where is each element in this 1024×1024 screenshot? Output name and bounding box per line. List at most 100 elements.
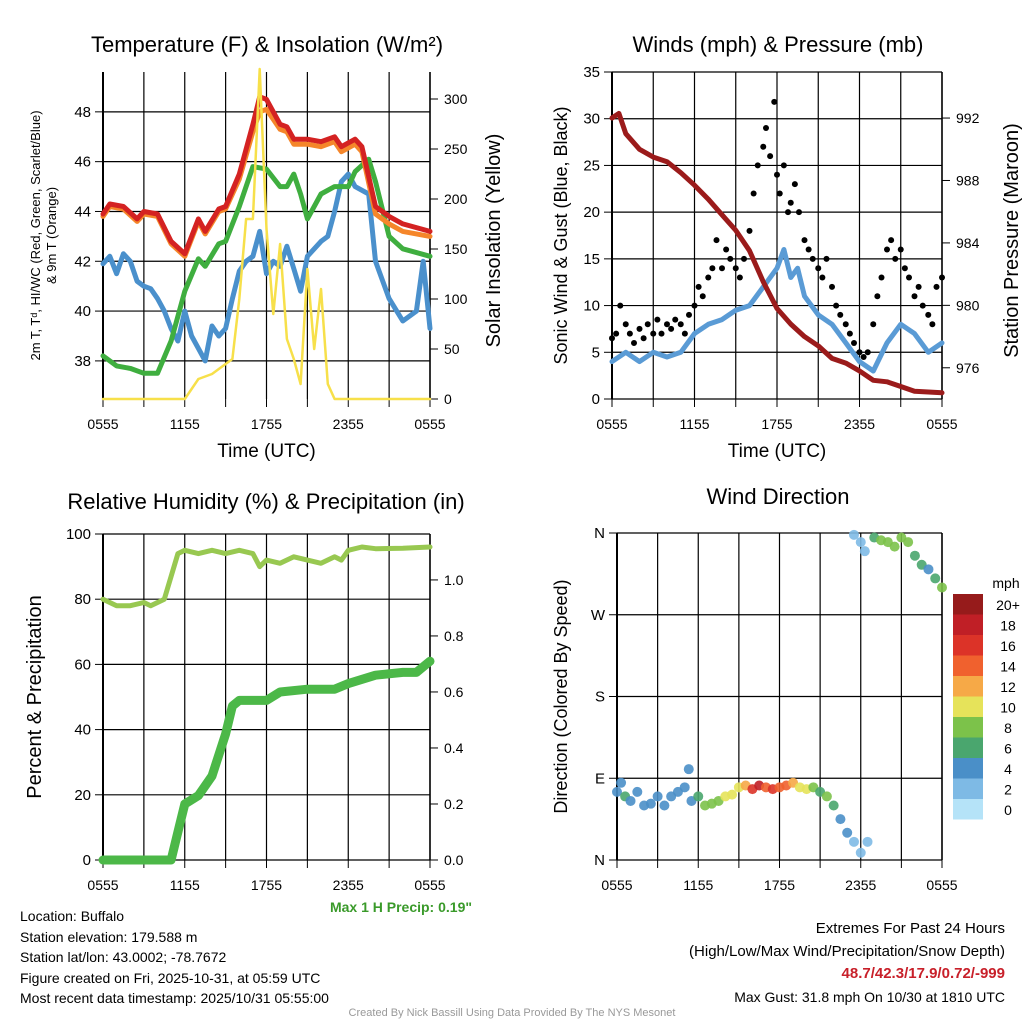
gust-point — [919, 302, 926, 309]
y-tick-label: 5 — [592, 344, 600, 361]
y-tick-label: 35 — [583, 64, 600, 81]
gust-point — [870, 321, 877, 328]
colorbar-swatch — [953, 614, 983, 635]
gust-point — [709, 265, 716, 272]
direction-point — [842, 827, 853, 838]
colorbar-label: 2 — [1004, 782, 1012, 798]
y2-tick-label: 0.2 — [444, 796, 464, 812]
series-precip — [98, 656, 435, 865]
y2-tick-label: 0 — [444, 391, 452, 407]
precip-annotation: Max 1 H Precip: 0.19" — [330, 899, 472, 915]
x-tick-label: 2355 — [844, 416, 875, 432]
gust-point — [929, 321, 936, 328]
gust-point — [864, 349, 871, 356]
gust-point — [654, 316, 661, 323]
extremes: Extremes For Past 24 Hours (High/Low/Max… — [689, 918, 1005, 1008]
x-tick-label: 0555 — [596, 416, 627, 432]
gust-point — [686, 311, 692, 318]
x-tick-label: 1755 — [251, 877, 282, 893]
colorbar-label: 4 — [1004, 761, 1012, 777]
colorbar-swatch — [953, 676, 983, 697]
gust-point — [805, 246, 812, 253]
y-axis-label: Sonic Wind & Gust (Blue, Black) — [551, 106, 571, 364]
colorbar-label: 0 — [1004, 802, 1012, 818]
direction-point — [693, 791, 704, 802]
y2-tick-label: 200 — [444, 191, 468, 207]
gust-point — [626, 330, 633, 337]
y2-tick-label: 980 — [956, 297, 980, 313]
y2-axis-label: Station Pressure (Maroon) — [1001, 123, 1023, 358]
colorbar-swatch — [953, 717, 983, 738]
gust-point — [699, 293, 706, 300]
gust-point — [888, 237, 895, 244]
x-tick-label: 0555 — [926, 877, 957, 893]
y-tick-label: 15 — [583, 251, 600, 268]
direction-point — [625, 795, 636, 806]
y-tick-label: 25 — [583, 157, 600, 174]
direction-point — [659, 800, 670, 811]
gust-point — [791, 181, 798, 188]
direction-point — [828, 800, 839, 811]
gust-point — [705, 274, 712, 281]
x-tick-label: 1155 — [679, 416, 709, 432]
y2-tick-label: 988 — [956, 172, 980, 188]
gust-point — [801, 237, 808, 244]
gust-point — [796, 209, 802, 216]
y-tick-label: 10 — [583, 298, 600, 315]
colorbar-swatch — [953, 594, 983, 615]
direction-point — [923, 564, 934, 575]
gust-point — [837, 311, 844, 318]
colorbar-label: 20+ — [996, 597, 1020, 613]
direction-point — [889, 541, 900, 552]
direction-point — [848, 836, 859, 847]
y-tick-label: 60 — [74, 656, 91, 673]
direction-point — [652, 791, 663, 802]
series-pressure — [609, 110, 945, 396]
x-tick-label: 0555 — [601, 877, 632, 893]
y-tick-label: 48 — [74, 104, 91, 121]
colorbar-swatch — [953, 635, 983, 656]
colorbar-label: 18 — [1000, 618, 1016, 634]
gust-point — [823, 255, 830, 262]
gust-point — [780, 162, 787, 169]
direction-point — [903, 537, 914, 548]
chart-title: Winds (mph) & Pressure (mb) — [633, 32, 924, 57]
gust-point — [650, 330, 657, 337]
colorbar-label: 6 — [1004, 741, 1012, 757]
x-tick-label: 2355 — [333, 877, 364, 893]
gust-point — [622, 321, 629, 328]
credit: Created By Nick Bassill Using Data Provi… — [348, 1007, 676, 1019]
gust-point — [609, 335, 615, 342]
y-axis-label: Percent & Precipitation — [24, 595, 46, 798]
gust-point — [774, 171, 780, 178]
gust-point — [819, 274, 826, 281]
gust-point — [842, 321, 849, 328]
direction-point — [727, 789, 738, 800]
direction-point — [930, 573, 941, 584]
gust-point — [763, 125, 769, 132]
latlon: Station lat/lon: 43.0002; -78.7672 — [20, 949, 227, 965]
created: Figure created on Fri, 2025-10-31, at 05… — [20, 969, 321, 986]
colorbar-label: 14 — [1000, 659, 1016, 675]
gust-point — [640, 335, 647, 342]
gust-point — [672, 316, 679, 323]
x-tick-label: 0555 — [87, 416, 118, 432]
y2-tick-label: 976 — [956, 360, 980, 376]
x-tick-label: 2355 — [845, 877, 876, 893]
extremes-values: 48.7/42.3/17.9/0.72/-999 — [841, 965, 1005, 982]
gust-point — [713, 237, 720, 244]
gust-point — [668, 325, 675, 332]
colorbar-swatch — [953, 696, 983, 717]
colorbar-label: 8 — [1004, 720, 1012, 736]
y2-axis-label: Solar Insolation (Yellow) — [483, 134, 505, 348]
direction-point — [855, 537, 866, 548]
gust-point — [727, 255, 734, 262]
y-tick-label: 40 — [74, 722, 91, 739]
gust-point — [833, 302, 840, 309]
location: Location: Buffalo — [20, 908, 125, 924]
colorbar-label: 10 — [1000, 700, 1016, 716]
y-tick-label: 20 — [583, 204, 600, 221]
y2-tick-label: 300 — [444, 91, 468, 107]
direction-point — [855, 847, 866, 858]
gust-point — [776, 190, 783, 197]
